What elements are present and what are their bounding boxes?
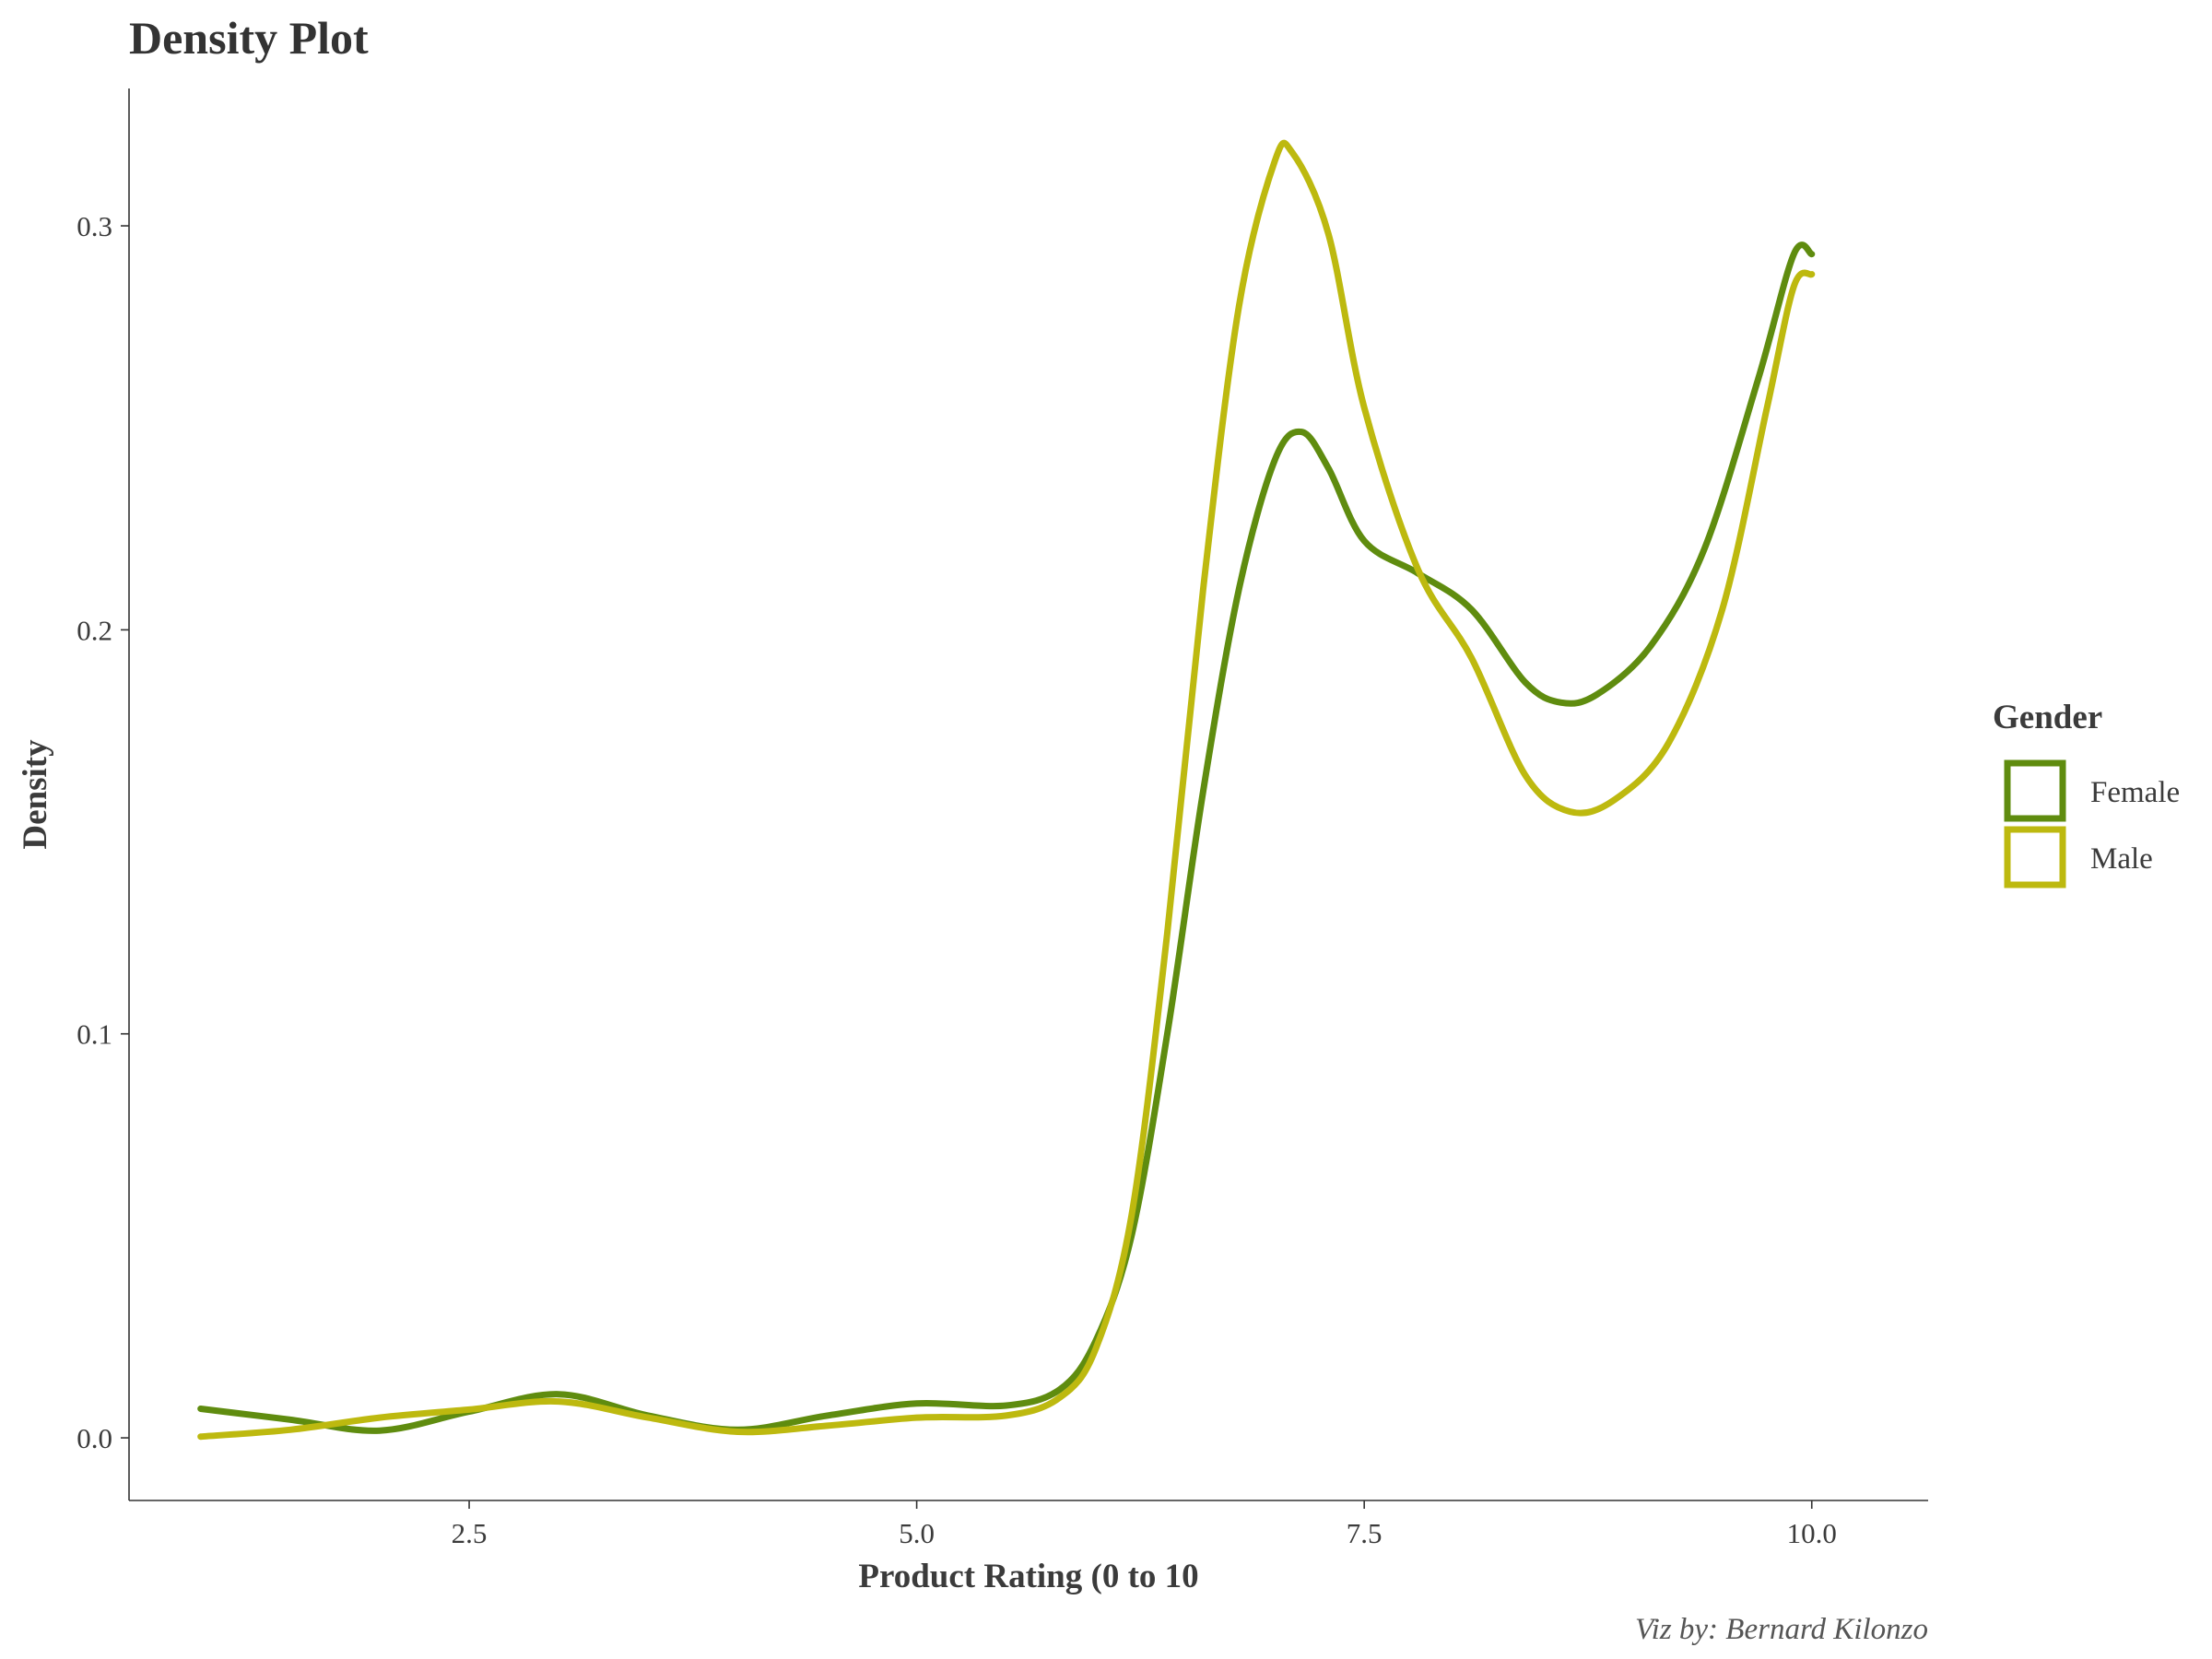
y-axis-title: Density bbox=[17, 739, 54, 850]
chart-title: Density Plot bbox=[129, 12, 369, 64]
legend-label-female: Female bbox=[2090, 776, 2180, 809]
legend-key-female bbox=[2004, 759, 2066, 822]
legend-items: Female Male bbox=[2004, 759, 2180, 888]
x-tick-label: 2.5 bbox=[452, 1517, 488, 1549]
legend-label-male: Male bbox=[2090, 842, 2153, 876]
series-line-female bbox=[197, 241, 1816, 1434]
legend-key-male bbox=[2004, 826, 2066, 888]
x-tick-label: 7.5 bbox=[1347, 1517, 1382, 1549]
x-axis-title: Product Rating (0 to 10 bbox=[858, 1558, 1198, 1595]
y-tick-label: 0.1 bbox=[76, 1018, 112, 1051]
x-tick-label: 5.0 bbox=[899, 1517, 935, 1549]
y-tick-label: 0.0 bbox=[76, 1422, 112, 1454]
y-ticks: 0.0 0.1 0.2 0.3 bbox=[76, 210, 129, 1454]
y-tick-label: 0.3 bbox=[76, 210, 112, 242]
caption: Viz by: Bernard Kilonzo bbox=[1635, 1613, 1928, 1646]
series-line-male bbox=[197, 139, 1816, 1441]
y-tick-label: 0.2 bbox=[76, 614, 112, 646]
legend-title: Gender bbox=[1993, 699, 2102, 736]
series-lines bbox=[197, 139, 1816, 1441]
plot-area: 0.0 0.1 0.2 0.3 2.5 5.0 7.5 10.0 bbox=[76, 88, 1928, 1549]
x-ticks: 2.5 5.0 7.5 10.0 bbox=[452, 1500, 1837, 1549]
legend: Gender Female Male bbox=[1993, 699, 2180, 888]
x-tick-label: 10.0 bbox=[1787, 1517, 1837, 1549]
